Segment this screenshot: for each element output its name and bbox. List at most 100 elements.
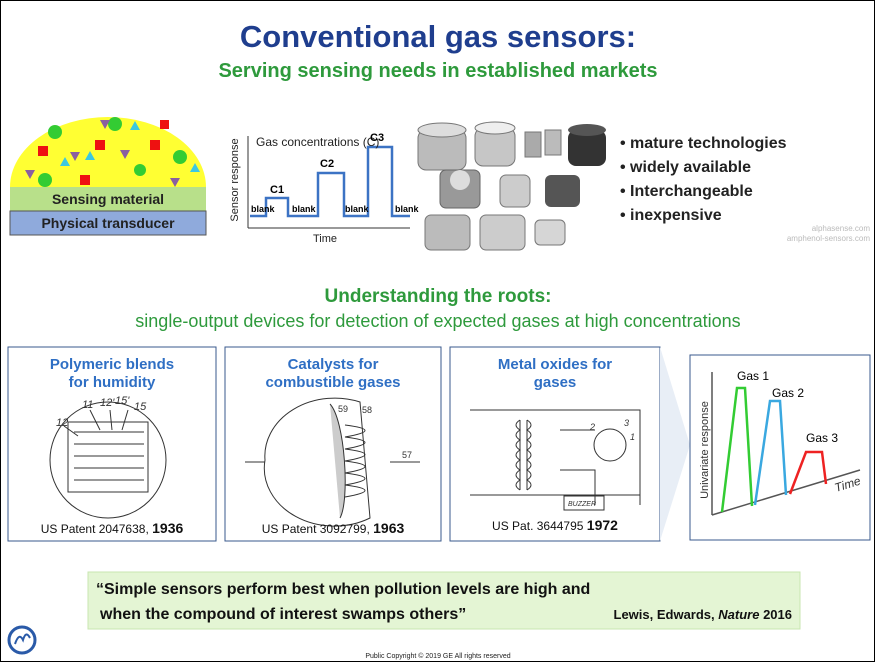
transducer-layer xyxy=(9,210,207,236)
trace xyxy=(250,145,410,218)
shape xyxy=(479,214,526,251)
bullet: • inexpensive xyxy=(620,207,722,224)
caption-year: 1972 xyxy=(587,517,618,533)
shape xyxy=(329,403,346,519)
x-label: Time xyxy=(313,233,337,245)
section-heading: Understanding the roots: xyxy=(325,286,552,307)
shape xyxy=(593,428,627,462)
drawing-label: 59 xyxy=(338,404,348,414)
shape xyxy=(568,124,606,136)
shape xyxy=(173,150,187,164)
shape xyxy=(49,401,167,519)
shape xyxy=(524,131,542,158)
sensing-layer xyxy=(10,187,206,211)
caption: US Pat. 3644795 1972 xyxy=(492,517,618,533)
shape xyxy=(344,424,420,498)
peak-label: C3 xyxy=(370,132,384,144)
panel-title: Polymeric blends xyxy=(50,356,174,373)
shape: 11 12' 15' 15 12 xyxy=(56,395,147,429)
panel-title: Catalysts for xyxy=(288,356,379,373)
citation: Lewis, Edwards, Nature 2016 xyxy=(614,607,793,622)
shape: US Patent 2047638, 1936 US Patent 309279… xyxy=(41,517,618,536)
bullet: • mature technologies xyxy=(620,135,787,152)
drawing-label: 11 xyxy=(82,399,93,411)
section-subheading: single-output devices for detection of e… xyxy=(135,311,740,331)
shape xyxy=(470,409,641,511)
caption: US Patent 2047638, 1936 xyxy=(41,520,184,536)
blank-label: blank xyxy=(251,204,276,214)
drawing-label: 1 xyxy=(630,432,635,442)
bullet-text: mature technologies xyxy=(630,135,787,152)
shape xyxy=(534,219,566,246)
shape xyxy=(544,129,562,156)
shape xyxy=(38,146,48,156)
trace xyxy=(720,386,754,513)
shape xyxy=(108,117,122,131)
blank-label: blank xyxy=(345,204,370,214)
drawing-label: BUZZER xyxy=(568,501,596,508)
shape xyxy=(545,175,580,207)
logo-mark xyxy=(14,633,31,645)
drawing-label: 3 xyxy=(624,418,629,428)
drawing-label: 57 xyxy=(402,450,412,460)
caption-year: 1963 xyxy=(373,520,404,536)
sensor-photos xyxy=(417,121,606,251)
caption-text: US Patent 2047638, xyxy=(41,522,152,536)
source: amphenol-sensors.com xyxy=(787,234,870,243)
gas-label: Gas 2 xyxy=(772,386,804,400)
footer: Public Copyright © 2019 GE All rights re… xyxy=(365,652,510,660)
shape xyxy=(568,130,606,166)
panel xyxy=(224,346,442,542)
y-label: Sensor response xyxy=(229,138,241,221)
drawing-label: 12 xyxy=(56,417,68,429)
source: alphasense.com xyxy=(812,224,871,233)
caption-year: 1936 xyxy=(152,520,183,536)
shape xyxy=(563,495,605,511)
bullet-text: widely available xyxy=(629,159,751,176)
drawing-label: 15 xyxy=(134,401,147,413)
shape xyxy=(49,401,167,519)
quote-line: “Simple sensors perform best when pollut… xyxy=(96,581,590,598)
shape xyxy=(417,122,467,138)
shape: 2 3 1 BUZZER xyxy=(568,418,635,508)
bullet: • widely available xyxy=(620,159,751,176)
subtitle: Serving sensing needs in established mar… xyxy=(218,60,657,82)
shape xyxy=(245,397,420,527)
trace xyxy=(788,450,828,495)
shape xyxy=(150,140,160,150)
bullet-text: inexpensive xyxy=(630,207,722,224)
blank-label: blank xyxy=(292,204,317,214)
quote-line: when the compound of interest swamps oth… xyxy=(99,606,466,623)
particles xyxy=(25,117,200,187)
panel-title: gases xyxy=(534,374,577,391)
drawing-label: 12' xyxy=(100,397,115,409)
layer-label: Sensing material xyxy=(52,191,164,207)
gas-label: Gas 3 xyxy=(806,431,838,445)
bullet: • Interchangeable xyxy=(620,183,753,200)
trace xyxy=(753,399,788,506)
shape xyxy=(48,125,62,139)
shape xyxy=(67,421,149,493)
shape xyxy=(134,164,146,176)
layer-label: Physical transducer xyxy=(41,215,175,231)
shape xyxy=(499,174,531,208)
quote-box xyxy=(87,571,801,630)
caption: US Patent 3092799, 1963 xyxy=(262,520,405,536)
panel xyxy=(449,346,661,542)
citation-year: 2016 xyxy=(759,607,792,622)
drawing-label: 15' xyxy=(115,395,130,407)
shape: • mature technologies • widely available… xyxy=(620,135,787,224)
shape xyxy=(450,170,470,190)
shape xyxy=(263,397,371,527)
shape xyxy=(95,140,105,150)
gas-label: Gas 1 xyxy=(737,369,769,383)
caption-text: US Pat. 3644795 xyxy=(492,519,587,533)
drawing-label: 2 xyxy=(589,422,595,432)
drawing-label: 58 xyxy=(362,405,372,415)
title: Conventional gas sensors: xyxy=(240,19,636,54)
shape xyxy=(424,214,471,251)
shape xyxy=(38,173,52,187)
